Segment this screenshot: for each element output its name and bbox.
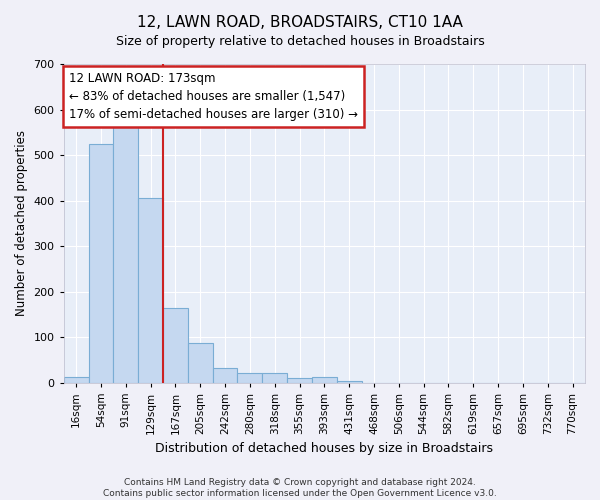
Text: 12, LAWN ROAD, BROADSTAIRS, CT10 1AA: 12, LAWN ROAD, BROADSTAIRS, CT10 1AA	[137, 15, 463, 30]
Bar	[312, 376, 337, 382]
Bar	[163, 308, 188, 382]
Bar	[188, 343, 212, 382]
Bar	[262, 372, 287, 382]
Y-axis label: Number of detached properties: Number of detached properties	[15, 130, 28, 316]
Bar	[212, 368, 238, 382]
Bar	[138, 198, 163, 382]
Bar	[89, 144, 113, 382]
Bar	[287, 378, 312, 382]
Bar	[113, 118, 138, 382]
Bar	[64, 376, 89, 382]
Text: 12 LAWN ROAD: 173sqm
← 83% of detached houses are smaller (1,547)
17% of semi-de: 12 LAWN ROAD: 173sqm ← 83% of detached h…	[69, 72, 358, 121]
Text: Size of property relative to detached houses in Broadstairs: Size of property relative to detached ho…	[116, 35, 484, 48]
X-axis label: Distribution of detached houses by size in Broadstairs: Distribution of detached houses by size …	[155, 442, 493, 455]
Bar	[238, 372, 262, 382]
Text: Contains HM Land Registry data © Crown copyright and database right 2024.
Contai: Contains HM Land Registry data © Crown c…	[103, 478, 497, 498]
Bar	[337, 380, 362, 382]
